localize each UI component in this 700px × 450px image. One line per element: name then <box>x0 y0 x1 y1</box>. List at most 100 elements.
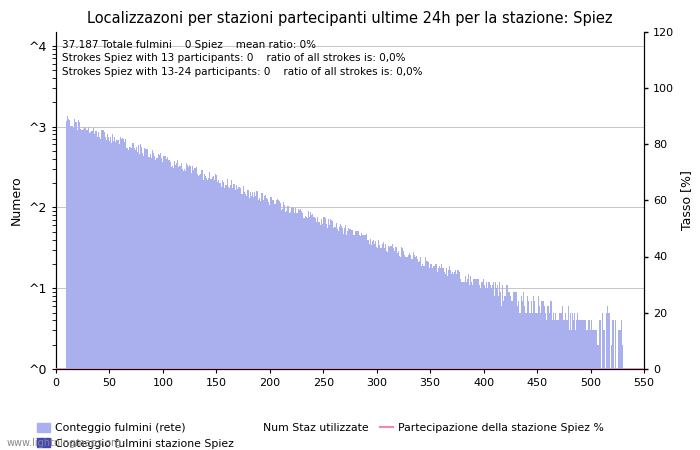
Bar <box>304 216 306 450</box>
Bar <box>513 292 514 450</box>
Bar <box>249 198 250 450</box>
Bar <box>469 285 470 450</box>
Bar <box>503 301 505 450</box>
Bar <box>618 330 619 450</box>
Bar <box>489 285 491 450</box>
Bar <box>116 140 118 450</box>
Bar <box>87 130 88 450</box>
Bar <box>282 209 284 450</box>
Bar <box>436 264 437 450</box>
Bar <box>307 218 308 450</box>
Bar <box>484 285 485 450</box>
Text: www.lightningmaps.org: www.lightningmaps.org <box>7 438 122 448</box>
Bar <box>93 128 94 450</box>
Bar <box>568 330 570 450</box>
Bar <box>566 320 568 450</box>
Bar <box>333 228 335 450</box>
Bar <box>496 288 497 450</box>
Bar <box>383 242 384 450</box>
Bar <box>191 173 193 450</box>
Bar <box>509 292 510 450</box>
Bar <box>244 192 245 450</box>
Bar <box>321 219 322 450</box>
Bar <box>239 187 240 450</box>
Bar <box>421 266 422 450</box>
Bar <box>124 142 125 450</box>
Bar <box>80 129 81 450</box>
Bar <box>132 143 134 450</box>
Bar <box>615 320 616 450</box>
Bar <box>138 145 139 450</box>
Bar <box>557 320 558 450</box>
Bar <box>90 132 91 450</box>
Bar <box>606 312 607 450</box>
Bar <box>95 131 96 450</box>
Bar <box>390 246 391 450</box>
Bar <box>573 320 574 450</box>
Bar <box>279 201 280 450</box>
Bar <box>332 221 333 450</box>
Bar <box>280 203 281 450</box>
Bar <box>410 255 412 450</box>
Bar <box>237 189 238 450</box>
Bar <box>404 255 405 450</box>
Bar <box>512 301 513 450</box>
Bar <box>422 264 423 450</box>
Bar <box>318 222 319 450</box>
Bar <box>468 274 469 450</box>
Bar <box>564 320 566 450</box>
Bar <box>536 312 537 450</box>
Bar <box>234 184 235 450</box>
Bar <box>435 264 436 450</box>
Bar <box>578 320 580 450</box>
Bar <box>470 276 471 450</box>
Bar <box>542 301 543 450</box>
Bar <box>205 176 206 450</box>
Bar <box>150 158 152 450</box>
Bar <box>347 231 349 450</box>
Bar <box>368 240 369 450</box>
Bar <box>143 156 144 450</box>
Bar <box>120 139 122 450</box>
Bar <box>74 119 75 450</box>
Bar <box>164 156 166 450</box>
Text: 37.187 Totale fulmini    0 Spiez    mean ratio: 0%: 37.187 Totale fulmini 0 Spiez mean ratio… <box>62 40 316 50</box>
Bar <box>486 282 487 450</box>
Bar <box>256 191 258 450</box>
Bar <box>111 143 112 450</box>
Bar <box>528 301 529 450</box>
Bar <box>419 261 420 450</box>
Bar <box>559 312 560 450</box>
Bar <box>153 153 154 450</box>
Bar <box>460 279 461 450</box>
Bar <box>359 235 360 450</box>
Bar <box>344 228 345 450</box>
Bar <box>466 282 467 450</box>
Bar <box>299 210 300 450</box>
Bar <box>214 180 215 450</box>
Bar <box>351 230 353 450</box>
Bar <box>602 312 603 450</box>
Bar <box>487 288 489 450</box>
Bar <box>223 182 225 450</box>
Bar <box>322 224 323 450</box>
Bar <box>590 330 591 450</box>
Bar <box>341 226 342 450</box>
Bar <box>128 150 130 450</box>
Bar <box>604 330 605 450</box>
Bar <box>537 312 538 450</box>
Bar <box>199 174 201 450</box>
Bar <box>107 134 108 450</box>
Bar <box>240 189 241 450</box>
Bar <box>501 306 503 450</box>
Bar <box>478 279 479 450</box>
Bar <box>522 301 523 450</box>
Bar <box>500 292 501 450</box>
Bar <box>530 312 531 450</box>
Bar <box>66 122 67 450</box>
Bar <box>102 130 104 450</box>
Bar <box>326 224 327 450</box>
Bar <box>306 217 307 450</box>
Bar <box>526 312 527 450</box>
Bar <box>241 194 243 450</box>
